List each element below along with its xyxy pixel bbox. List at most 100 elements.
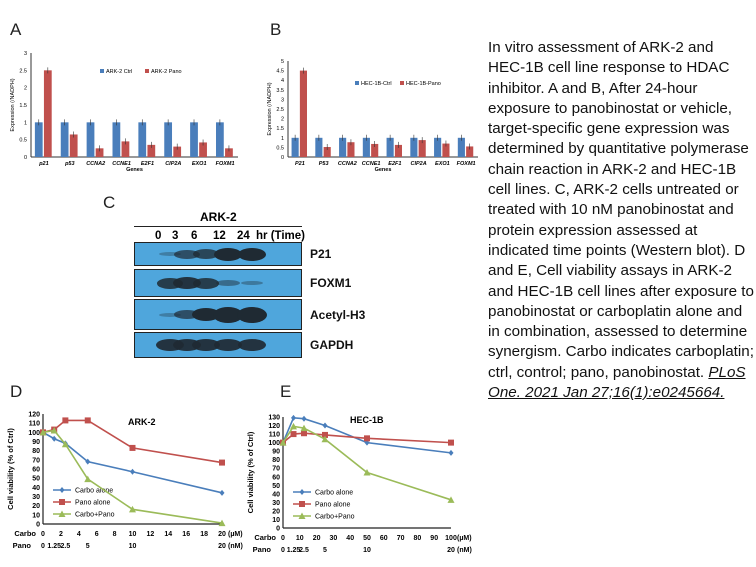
category-label: p21 [38, 161, 48, 167]
y-tick-label: 2 [24, 86, 27, 92]
blot-row-label: GAPDH [310, 338, 354, 352]
x-tick-label-pano: 5 [86, 543, 90, 550]
data-point [301, 415, 307, 422]
blot-band [192, 277, 220, 289]
x-axis-pano-label: Pano [13, 541, 32, 550]
x-tick-label-carbo: 10 [296, 535, 304, 542]
data-point [61, 440, 69, 448]
y-tick-label: 120 [28, 412, 40, 419]
x-tick-label-pano: 1.25 [47, 543, 61, 550]
bar [291, 137, 299, 157]
x-tick-label-carbo: 30 [330, 535, 338, 542]
caption-text: In vitro assessment of ARK-2 and HEC-1B … [488, 39, 754, 381]
y-tick-label: 100 [28, 430, 40, 437]
blot-band [156, 277, 184, 289]
bar [199, 142, 207, 157]
bar [34, 122, 43, 157]
bar [147, 144, 156, 157]
citation-link[interactable]: PLoS One. 2021 Jan 27;16(1):e0245664. [488, 363, 746, 402]
data-point [219, 489, 225, 496]
x-tick-label-carbo: 2 [59, 531, 63, 538]
figure-caption: In vitro assessment of ARK-2 and HEC-1B … [488, 38, 754, 403]
x-tick-label-carbo: 20 [218, 531, 226, 538]
panel-label-c: C [103, 193, 116, 212]
y-tick-label: 100 [268, 440, 280, 447]
y-axis-title: Expression (/NADPH) [267, 82, 273, 135]
bar [418, 140, 426, 157]
x-tick-label-carbo: 16 [182, 531, 190, 538]
y-tick-label: 40 [32, 485, 40, 492]
x-tick-label-pano: 0 [41, 543, 45, 550]
y-axis-title: Cell viability (% of Ctrl) [246, 431, 255, 513]
legend-swatch [355, 81, 359, 85]
data-point [85, 458, 91, 465]
blot-row-label: Acetyl-H3 [310, 307, 366, 322]
y-tick-label: 50 [32, 476, 40, 483]
legend-label: ARK-2 Pano [151, 69, 182, 75]
y-tick-label: 3 [24, 51, 27, 57]
blot-band [158, 252, 182, 256]
blot-band [238, 339, 266, 351]
y-tick-label: 20 [272, 508, 280, 515]
x-tick-label-carbo: 90 [430, 535, 438, 542]
legend-label: HEC-1B-Ctrl [361, 81, 392, 87]
category-label: EXO1 [435, 161, 450, 167]
data-point [364, 435, 370, 442]
data-point [39, 428, 47, 436]
data-point [130, 468, 135, 475]
y-tick-label: 30 [272, 500, 280, 507]
y-tick-label: 1 [281, 136, 284, 142]
blot-band [216, 280, 240, 286]
legend-swatch [400, 81, 404, 85]
x-axis-carbo-unit: (µM) [457, 535, 472, 542]
legend-label: Pano alone [75, 500, 111, 507]
y-tick-label: 10 [272, 517, 280, 524]
x-tick-label-pano: 2.5 [299, 547, 309, 554]
bar [434, 137, 442, 157]
data-point [84, 417, 91, 424]
blot-band [192, 339, 220, 351]
x-tick-label-carbo: 60 [380, 535, 388, 542]
category-label: CCNA2 [338, 161, 357, 167]
bar [138, 122, 147, 157]
y-tick-label: 3 [281, 97, 284, 103]
blot-cell-line: ARK-2 [200, 210, 237, 224]
y-tick-label: 0 [24, 155, 27, 161]
data-point [321, 435, 329, 443]
blot-row-label: FOXM1 [310, 276, 352, 290]
x-tick-label-carbo: 12 [147, 531, 155, 538]
y-tick-label: 130 [268, 415, 280, 422]
data-point [299, 489, 305, 495]
category-label: CCNA2 [86, 161, 105, 167]
y-tick-label: 0 [36, 522, 40, 529]
x-tick-label-carbo: 20 [313, 535, 321, 542]
x-tick-label-pano: 20 [218, 543, 226, 550]
y-tick-label: 5 [281, 59, 284, 65]
x-tick-label-carbo: 14 [164, 531, 172, 538]
bar [442, 143, 450, 157]
bar [86, 122, 95, 157]
x-tick-label-carbo: 10 [129, 531, 137, 538]
y-tick-label: 70 [272, 466, 280, 473]
data-point [448, 449, 454, 456]
blot-time-label: 3 [172, 230, 179, 242]
bar [362, 137, 370, 157]
category-label: CIP2A [165, 161, 181, 167]
y-tick-label: 3.5 [276, 88, 284, 94]
x-tick-label-pano: 10 [129, 543, 137, 550]
category-label: CIP2A [411, 161, 427, 167]
legend-label: ARK-2 Ctrl [106, 69, 132, 75]
blot-time-label: 6 [191, 230, 198, 242]
data-point [447, 496, 455, 503]
y-tick-label: 110 [269, 432, 280, 439]
blot-time-label: 0 [155, 230, 162, 242]
bar [121, 141, 130, 157]
data-point [58, 510, 66, 517]
blot-time-label: hr (Time) [256, 230, 305, 242]
legend-label: Pano alone [315, 502, 351, 509]
data-point [218, 519, 226, 527]
category-label: CCNE1 [362, 161, 381, 167]
y-tick-label: 60 [32, 467, 40, 474]
bar [394, 144, 402, 157]
